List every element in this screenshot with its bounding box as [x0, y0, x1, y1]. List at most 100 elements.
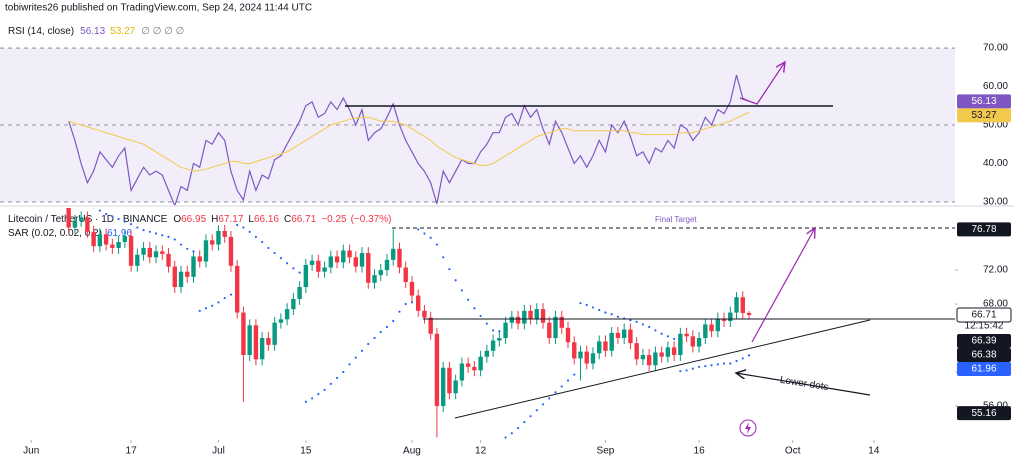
- sar-dot: [485, 322, 488, 325]
- sar-dot: [398, 310, 401, 313]
- x-tick-label: 15: [300, 446, 312, 457]
- candle-body: [659, 352, 664, 357]
- sar-dot: [211, 304, 214, 307]
- candle-body: [540, 309, 546, 323]
- sar-dot: [98, 209, 101, 212]
- candle-body: [85, 217, 90, 232]
- candle-body: [447, 367, 452, 394]
- sar-dot: [566, 379, 570, 382]
- candle-body: [690, 336, 696, 347]
- candle-body: [91, 231, 96, 247]
- candle-body: [621, 329, 627, 339]
- sar-dot: [510, 432, 513, 435]
- sar-dot: [504, 436, 507, 439]
- candle-body: [403, 267, 408, 282]
- price-marker: [956, 307, 1012, 323]
- sar-dot: [329, 382, 332, 386]
- countdown: 12:15:42: [965, 321, 1004, 332]
- sar-dot: [604, 311, 607, 314]
- candle-body: [110, 244, 115, 248]
- candle-body: [247, 325, 252, 356]
- candle-body: [478, 356, 483, 371]
- sar-dot: [442, 256, 445, 259]
- x-tick-label: 12: [475, 446, 487, 457]
- sar-dot: [192, 250, 195, 253]
- rsi-value-marker: [957, 108, 1011, 123]
- candle-body: [709, 324, 714, 332]
- candle-body: [715, 318, 721, 332]
- candle-body: [372, 275, 377, 283]
- sar-dot: [229, 293, 233, 296]
- candle-body: [259, 338, 265, 360]
- sar-dot: [304, 400, 307, 403]
- candle-body: [359, 253, 365, 267]
- rsi-legend: RSI (14, close) 56.13 53.27 ∅ ∅ ∅ ∅: [8, 26, 184, 37]
- sar-dot: [654, 329, 657, 332]
- candle-body: [703, 324, 708, 339]
- candle-body: [197, 256, 202, 262]
- rsi-ma-legend-value: 53.27: [110, 26, 135, 37]
- candle-body: [366, 253, 371, 283]
- candle-body: [135, 254, 140, 266]
- candle-body: [141, 247, 146, 255]
- candle-body: [203, 240, 209, 262]
- candle-body: [746, 312, 752, 315]
- x-tick-label: 16: [694, 446, 706, 457]
- candle-body: [291, 298, 296, 310]
- sar-dot: [342, 370, 345, 374]
- candle-body: [484, 350, 490, 357]
- sar-dot: [261, 240, 264, 244]
- sar-dot: [335, 376, 339, 380]
- sar-dot: [473, 307, 476, 310]
- sar-dot: [535, 409, 538, 412]
- sar-dot: [385, 325, 389, 329]
- candle-body: [378, 270, 383, 276]
- candle-body: [597, 341, 602, 354]
- change-pct: (−0.37%): [351, 214, 392, 225]
- candle-body: [653, 352, 658, 366]
- sar-dot: [729, 362, 732, 365]
- candle-body: [72, 220, 78, 228]
- candle-body: [440, 367, 446, 407]
- sar-dot: [279, 257, 282, 260]
- sar-dot: [404, 302, 407, 306]
- sar-dot: [498, 330, 501, 333]
- candle-body: [522, 310, 527, 324]
- candle-body: [459, 363, 465, 381]
- x-tick-label: Oct: [785, 446, 801, 457]
- candle-body: [322, 267, 327, 272]
- sar-dot: [691, 367, 694, 370]
- rsi-tick-label: 70.00: [983, 43, 1008, 54]
- x-tick-label: Sep: [597, 446, 615, 457]
- candle-body: [166, 253, 171, 267]
- candle-body: [559, 316, 564, 328]
- candle-body: [297, 287, 302, 299]
- sar-dot: [292, 267, 295, 270]
- candle-body: [122, 236, 128, 242]
- price-marker-label: 76.78: [971, 224, 996, 235]
- ohlc-letter: C: [284, 214, 291, 225]
- sar-dot: [323, 388, 326, 391]
- sar-dot: [248, 230, 251, 233]
- ohlc-letter: O: [173, 214, 181, 225]
- price-marker: [957, 361, 1011, 376]
- candle-body: [434, 333, 440, 407]
- sar-dot: [429, 236, 432, 239]
- sar-dot: [585, 303, 588, 306]
- candle-body: [309, 260, 315, 265]
- candle-body: [416, 295, 421, 311]
- candle-body: [534, 309, 539, 319]
- sar-dot: [367, 342, 370, 346]
- sar-dot: [467, 298, 470, 301]
- candle-body: [78, 217, 84, 221]
- sar-dot: [179, 243, 183, 246]
- candle-body: [228, 236, 234, 266]
- price-marker-label: 66.38: [971, 350, 996, 361]
- sar-dot: [435, 243, 439, 246]
- candle-body: [584, 351, 589, 364]
- candle-body: [646, 355, 652, 366]
- candle-body: [266, 338, 271, 345]
- sar-dot: [492, 329, 495, 332]
- candle-body: [316, 260, 321, 272]
- candle-body: [234, 265, 240, 313]
